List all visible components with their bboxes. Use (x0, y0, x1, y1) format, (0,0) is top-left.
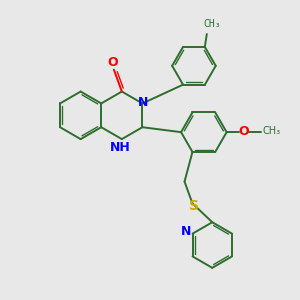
Text: NH: NH (110, 140, 130, 154)
Text: O: O (238, 125, 249, 138)
Text: S: S (189, 200, 200, 213)
Text: O: O (108, 56, 118, 69)
Text: CH₃: CH₃ (262, 126, 280, 136)
Text: CH₃: CH₃ (203, 19, 220, 29)
Text: N: N (138, 96, 148, 109)
Text: N: N (180, 225, 191, 238)
